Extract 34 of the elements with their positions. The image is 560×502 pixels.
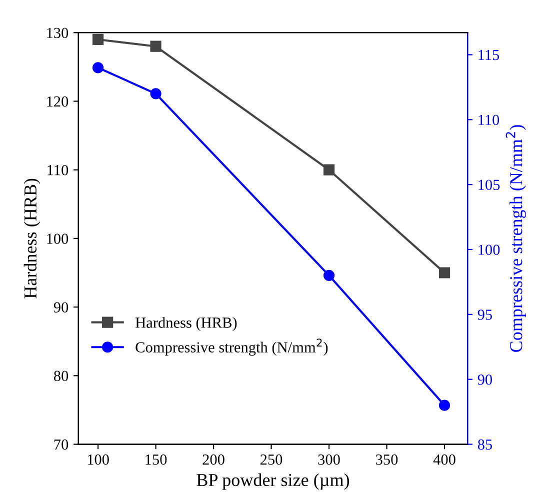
y-tick-label: 80 — [54, 370, 68, 382]
point — [150, 88, 162, 100]
x-tick-label: 200 — [202, 454, 224, 465]
y2-tick-label: 100 — [478, 244, 500, 255]
y-axis-title: Hardness (HRB) — [24, 178, 40, 298]
point — [438, 400, 450, 411]
y-tick-label: 90 — [54, 302, 68, 313]
point — [438, 267, 450, 278]
y2-axis-title: Compressive strength (N/mm$^{2}$) — [506, 125, 526, 352]
y-tick-label: 110 — [48, 164, 68, 176]
x-tick-label: 250 — [260, 454, 282, 465]
y-tick-label: 130 — [47, 28, 68, 38]
y2-tick-label: 105 — [478, 180, 500, 190]
y-tick-label: 70 — [54, 439, 68, 450]
point — [150, 40, 162, 52]
y-tick-label: 120 — [47, 96, 68, 107]
point — [323, 270, 335, 282]
x-axis-title: BP powder size (µm) — [196, 473, 350, 490]
point — [92, 62, 104, 74]
y2-tick-label: 85 — [478, 439, 492, 450]
y2-tick-label: 115 — [478, 50, 500, 60]
legend-label: Hardness (HRB) — [136, 317, 237, 331]
point — [92, 34, 104, 46]
y2-tick-label: 95 — [478, 310, 492, 320]
x-tick-label: 350 — [376, 454, 398, 465]
legend-label: Compressive strength (N/mm$^{2}$) — [136, 338, 328, 356]
x-tick-label: 400 — [433, 454, 456, 465]
x-tick-label: 100 — [88, 454, 109, 465]
y2-tick-label: 90 — [478, 374, 492, 385]
x-tick-label: 300 — [318, 454, 340, 465]
y2-tick-label: 110 — [478, 114, 500, 126]
x-tick-label: 150 — [146, 454, 167, 465]
y-tick-label: 100 — [47, 234, 68, 244]
point — [323, 164, 335, 176]
